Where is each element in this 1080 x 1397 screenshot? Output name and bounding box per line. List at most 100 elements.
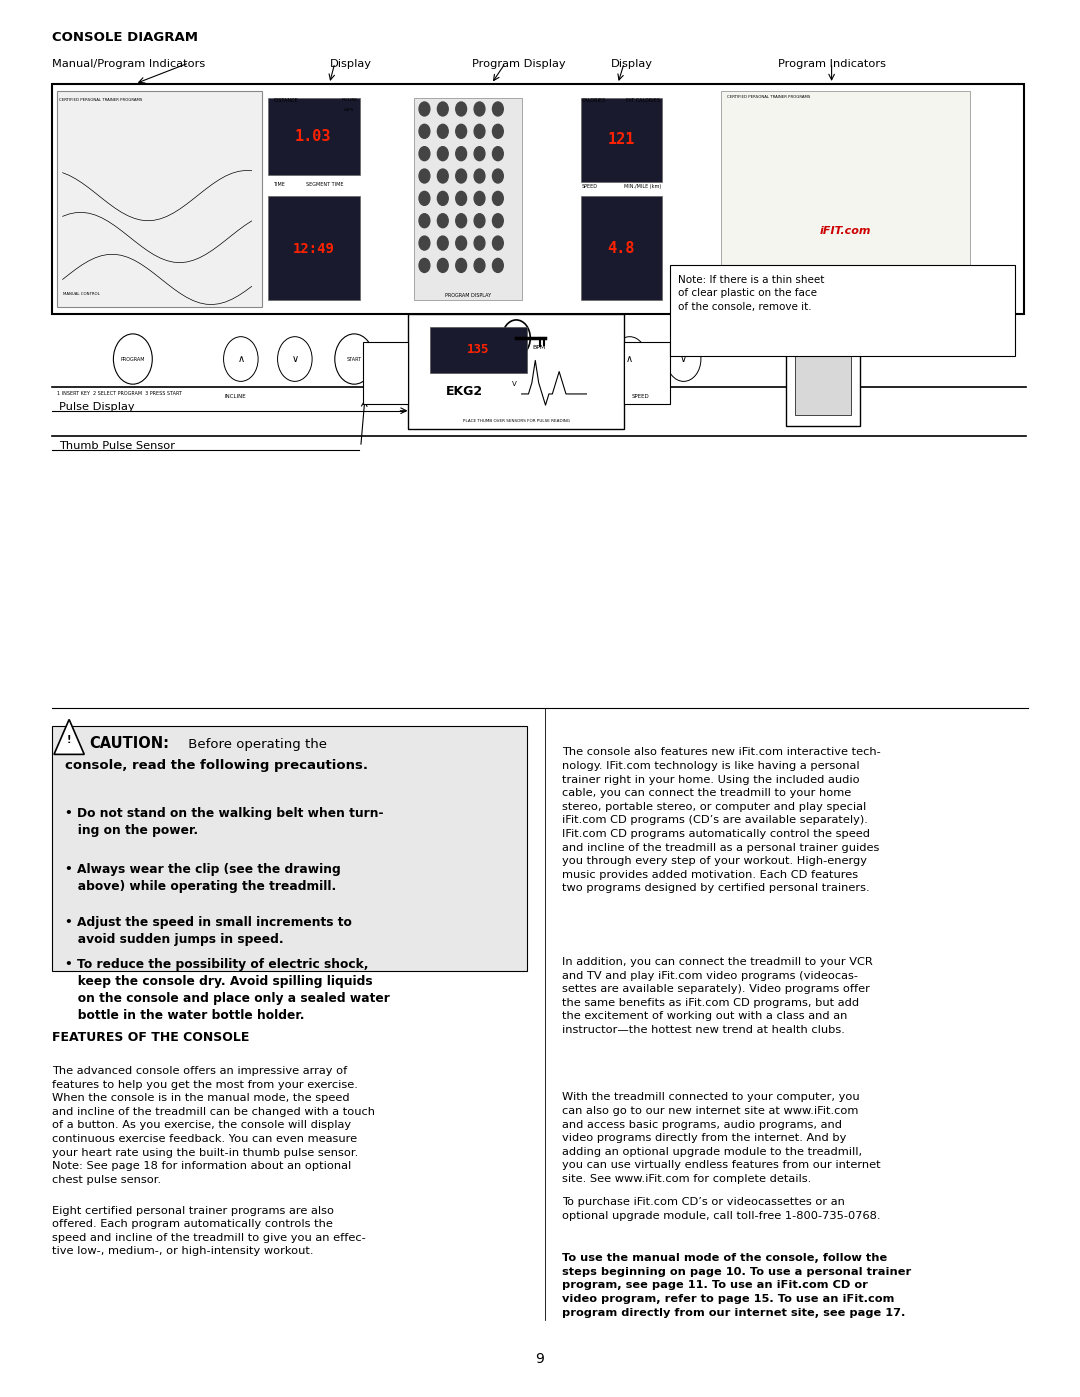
Text: • Always wear the clip (see the drawing
   above) while operating the treadmill.: • Always wear the clip (see the drawing … bbox=[65, 863, 340, 893]
Circle shape bbox=[419, 236, 430, 250]
Circle shape bbox=[437, 102, 448, 116]
Text: TIME: TIME bbox=[273, 182, 285, 187]
Bar bbox=[670, 265, 1015, 356]
Circle shape bbox=[419, 169, 430, 183]
Text: START: START bbox=[347, 356, 362, 362]
Text: PROGRAM: PROGRAM bbox=[121, 356, 145, 362]
Circle shape bbox=[456, 124, 467, 138]
Circle shape bbox=[113, 334, 152, 384]
Circle shape bbox=[456, 147, 467, 161]
Text: 121: 121 bbox=[607, 133, 635, 147]
Text: FEATURES OF THE CONSOLE: FEATURES OF THE CONSOLE bbox=[52, 1031, 249, 1044]
Text: FAT CALORIES: FAT CALORIES bbox=[626, 98, 660, 103]
Text: 12:49: 12:49 bbox=[293, 242, 334, 256]
Circle shape bbox=[278, 337, 312, 381]
Text: To use the manual mode of the console, follow the
steps beginning on page 10. To: To use the manual mode of the console, f… bbox=[562, 1253, 910, 1317]
Text: CERTIFIED PERSONAL TRAINER PROGRAMS: CERTIFIED PERSONAL TRAINER PROGRAMS bbox=[727, 95, 810, 99]
Text: MIN./MILE (km): MIN./MILE (km) bbox=[624, 183, 661, 189]
Circle shape bbox=[443, 334, 482, 384]
Text: In addition, you can connect the treadmill to your VCR
and TV and play iFit.com : In addition, you can connect the treadmi… bbox=[562, 957, 873, 1035]
Text: Note: If there is a thin sheet
of clear plastic on the face
of the console, remo: Note: If there is a thin sheet of clear … bbox=[678, 275, 825, 312]
Circle shape bbox=[456, 214, 467, 228]
Text: STOP: STOP bbox=[456, 356, 469, 362]
Bar bbox=[795, 291, 851, 415]
Circle shape bbox=[492, 214, 503, 228]
Text: 1.03: 1.03 bbox=[295, 130, 332, 144]
Text: V: V bbox=[512, 381, 516, 387]
Text: Pulse Display: Pulse Display bbox=[59, 402, 135, 412]
Circle shape bbox=[666, 337, 701, 381]
Bar bbox=[430, 327, 527, 373]
Bar bbox=[721, 91, 970, 307]
Circle shape bbox=[492, 147, 503, 161]
Text: ∨: ∨ bbox=[292, 353, 298, 365]
Circle shape bbox=[437, 258, 448, 272]
Bar bbox=[268, 196, 360, 300]
Text: SPEED: SPEED bbox=[582, 183, 598, 189]
Text: iFIT.com: iFIT.com bbox=[820, 225, 872, 236]
Text: Program Display: Program Display bbox=[472, 59, 565, 68]
Text: 1 INSERT KEY  2 SELECT PROGRAM  3 PRESS START: 1 INSERT KEY 2 SELECT PROGRAM 3 PRESS ST… bbox=[57, 391, 183, 397]
Bar bbox=[408, 314, 624, 429]
Bar bbox=[414, 98, 522, 300]
Text: SPEED: SPEED bbox=[632, 394, 649, 400]
Circle shape bbox=[419, 214, 430, 228]
Circle shape bbox=[419, 147, 430, 161]
Circle shape bbox=[474, 124, 485, 138]
Text: Thumb Pulse Sensor: Thumb Pulse Sensor bbox=[59, 441, 175, 451]
Text: To purchase iFit.com CD’s or videocassettes or an
optional upgrade module, call : To purchase iFit.com CD’s or videocasset… bbox=[562, 1197, 880, 1221]
Circle shape bbox=[437, 169, 448, 183]
Text: • To reduce the possibility of electric shock,
   keep the console dry. Avoid sp: • To reduce the possibility of electric … bbox=[65, 958, 390, 1023]
Text: Display: Display bbox=[611, 59, 652, 68]
Text: SEGMENT TIME: SEGMENT TIME bbox=[306, 182, 343, 187]
Text: ∧: ∧ bbox=[238, 353, 244, 365]
Circle shape bbox=[437, 236, 448, 250]
Circle shape bbox=[419, 191, 430, 205]
Text: Eight certified personal trainer programs are also
offered. Each program automat: Eight certified personal trainer program… bbox=[52, 1206, 366, 1256]
Circle shape bbox=[502, 320, 530, 356]
Bar bbox=[624, 342, 670, 404]
Bar bbox=[581, 196, 662, 300]
Text: Manual/Program Indicators: Manual/Program Indicators bbox=[52, 59, 205, 68]
Text: PROGRAM DISPLAY: PROGRAM DISPLAY bbox=[445, 292, 490, 298]
Text: CERTIFIED PERSONAL TRAINER PROGRAMS: CERTIFIED PERSONAL TRAINER PROGRAMS bbox=[59, 98, 143, 102]
Circle shape bbox=[437, 147, 448, 161]
Text: 4.8: 4.8 bbox=[607, 242, 635, 256]
Bar bbox=[268, 98, 360, 175]
Text: The console also features new iFit.com interactive tech-
nology. IFit.com techno: The console also features new iFit.com i… bbox=[562, 747, 880, 894]
Circle shape bbox=[456, 102, 467, 116]
Circle shape bbox=[474, 258, 485, 272]
Text: • Adjust the speed in small increments to
   avoid sudden jumps in speed.: • Adjust the speed in small increments t… bbox=[65, 916, 352, 946]
Text: Before operating the: Before operating the bbox=[184, 738, 326, 750]
Circle shape bbox=[437, 214, 448, 228]
Text: MANUAL CONTROL: MANUAL CONTROL bbox=[63, 292, 99, 296]
Circle shape bbox=[474, 102, 485, 116]
Circle shape bbox=[474, 236, 485, 250]
Bar bbox=[786, 279, 860, 426]
Text: 135: 135 bbox=[468, 342, 489, 356]
Text: Clip: Clip bbox=[869, 332, 891, 342]
Circle shape bbox=[474, 147, 485, 161]
Text: CAUTION:: CAUTION: bbox=[90, 736, 170, 752]
Circle shape bbox=[456, 236, 467, 250]
Text: Program Indicators: Program Indicators bbox=[778, 59, 886, 68]
Text: • Do not stand on the walking belt when turn-
   ing on the power.: • Do not stand on the walking belt when … bbox=[65, 807, 383, 837]
Text: INCLINE: INCLINE bbox=[225, 394, 246, 400]
Circle shape bbox=[492, 102, 503, 116]
Circle shape bbox=[474, 214, 485, 228]
Text: Display: Display bbox=[330, 59, 372, 68]
Text: console, read the following precautions.: console, read the following precautions. bbox=[65, 759, 368, 771]
Text: PLACE THUMB OVER SENSORS FOR PULSE READING: PLACE THUMB OVER SENSORS FOR PULSE READI… bbox=[462, 419, 570, 423]
Polygon shape bbox=[54, 719, 84, 754]
Text: 9: 9 bbox=[536, 1352, 544, 1366]
Bar bbox=[363, 342, 408, 404]
Circle shape bbox=[456, 169, 467, 183]
Circle shape bbox=[419, 124, 430, 138]
Text: ∧: ∧ bbox=[626, 353, 633, 365]
Circle shape bbox=[474, 191, 485, 205]
Circle shape bbox=[492, 124, 503, 138]
Text: EKG2: EKG2 bbox=[446, 384, 483, 398]
Text: INCLINE: INCLINE bbox=[341, 98, 357, 102]
Circle shape bbox=[456, 258, 467, 272]
Text: The advanced console offers an impressive array of
features to help you get the : The advanced console offers an impressiv… bbox=[52, 1066, 375, 1185]
